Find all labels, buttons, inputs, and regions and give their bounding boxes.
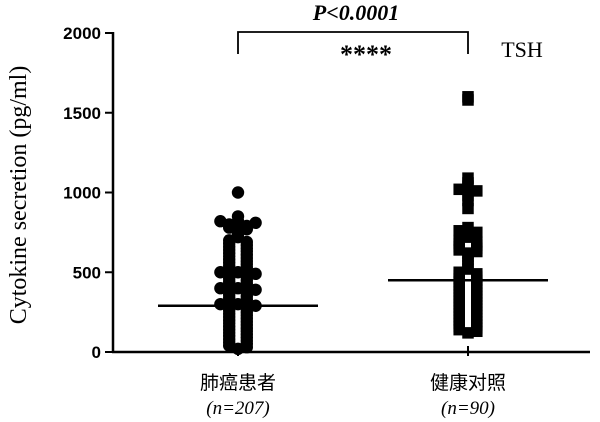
x-axis — [112, 346, 590, 356]
significance-annotation: P<0.0001 **** — [237, 0, 469, 69]
y-axis: 0 500 1000 1500 2000 — [63, 24, 115, 362]
data-point — [453, 183, 465, 196]
data-point — [453, 266, 465, 278]
data-point — [231, 210, 245, 223]
category-label: 肺癌患者 — [200, 372, 276, 394]
data-point — [462, 327, 474, 339]
p-value-label: P<0.0001 — [312, 0, 399, 25]
data-point — [471, 226, 483, 239]
y-tick-label: 0 — [92, 343, 101, 362]
y-tick-label: 500 — [73, 263, 101, 282]
data-point — [462, 221, 474, 234]
significance-bracket — [237, 31, 469, 54]
data-point — [231, 186, 245, 199]
data-point — [471, 268, 483, 280]
category-label: 健康对照 — [430, 372, 506, 394]
y-tick-label: 2000 — [63, 24, 101, 43]
data-points — [214, 91, 483, 356]
y-tick-label: 1500 — [63, 104, 101, 123]
sample-size-label: (n=207) — [206, 398, 269, 419]
median-lines — [158, 278, 548, 307]
data-point — [462, 228, 474, 240]
data-point — [214, 215, 227, 228]
data-point — [462, 189, 474, 202]
significance-stars: **** — [340, 40, 392, 69]
data-point — [453, 234, 465, 247]
category-labels: 肺癌患者 (n=207) 健康对照 (n=90) — [200, 372, 506, 419]
y-tick-label: 1000 — [63, 184, 101, 203]
cytokine-label: TSH — [501, 37, 543, 62]
data-point — [249, 216, 262, 230]
data-point — [462, 172, 474, 184]
data-point — [462, 91, 474, 103]
data-point — [471, 185, 483, 197]
sample-size-label: (n=90) — [441, 398, 495, 419]
data-point — [462, 247, 474, 259]
data-point — [453, 225, 465, 237]
y-axis-label: Cytokine secretion (pg/ml) — [6, 66, 32, 325]
data-point — [462, 202, 474, 215]
data-point — [471, 236, 483, 248]
